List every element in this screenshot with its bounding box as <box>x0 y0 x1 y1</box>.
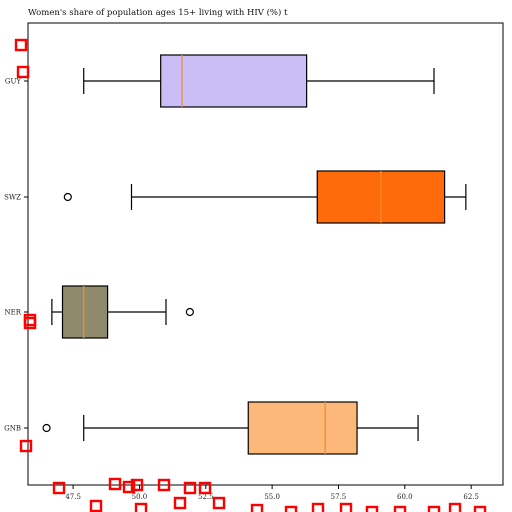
marker-21 <box>393 505 407 512</box>
x-tick-label-5: 60.0 <box>397 493 413 501</box>
y-tick-label-ner: NER <box>4 309 21 317</box>
y-axis: GUY SWZ NER GNB <box>4 78 28 433</box>
x-tick-label-4: 57.5 <box>331 493 347 501</box>
plot-area <box>27 22 504 486</box>
annotation-markers <box>14 38 487 512</box>
x-tick-label-2: 52.5 <box>198 493 214 501</box>
marker-24 <box>473 505 487 512</box>
y-tick-label-swz: SWZ <box>4 194 21 202</box>
marker-18 <box>311 502 325 512</box>
marker-1 <box>16 65 30 79</box>
box-guy <box>160 54 308 108</box>
marker-22 <box>427 505 441 512</box>
outlier-swz-0 <box>63 192 72 202</box>
marker-10 <box>134 502 148 512</box>
x-axis: 47.5 50.0 52.5 55.0 57.5 60.0 62.5 <box>65 485 479 501</box>
marker-8 <box>122 480 136 494</box>
marker-0 <box>14 38 28 52</box>
chart-title: Women's share of population ages 15+ liv… <box>28 7 288 18</box>
marker-15 <box>212 496 226 510</box>
y-tick-label-gnb: GNB <box>4 425 21 433</box>
marker-6 <box>89 499 103 512</box>
marker-4 <box>19 439 33 453</box>
outlier-gnb-0 <box>42 423 51 433</box>
marker-16 <box>250 503 264 512</box>
marker-5 <box>52 481 66 495</box>
box-ner <box>61 285 109 339</box>
marker-20 <box>365 505 379 512</box>
marker-7 <box>108 477 122 491</box>
outlier-ner-0 <box>185 307 194 317</box>
y-tick-label-guy: GUY <box>5 78 21 86</box>
box-gnb <box>247 401 358 455</box>
marker-2 <box>23 313 37 327</box>
marker-14 <box>198 481 212 495</box>
boxes-layer <box>42 54 467 455</box>
marker-19 <box>339 502 353 512</box>
x-tick-label-1: 50.0 <box>132 493 148 501</box>
marker-13 <box>183 481 197 495</box>
marker-3 <box>23 316 37 330</box>
x-tick-label-6: 62.5 <box>463 493 479 501</box>
marker-12 <box>173 496 187 510</box>
marker-17 <box>284 505 298 512</box>
marker-23 <box>448 502 462 512</box>
marker-11 <box>157 478 171 492</box>
x-tick-label-3: 55.0 <box>264 493 280 501</box>
x-tick-label-0: 47.5 <box>65 493 81 501</box>
marker-9 <box>130 478 144 492</box>
